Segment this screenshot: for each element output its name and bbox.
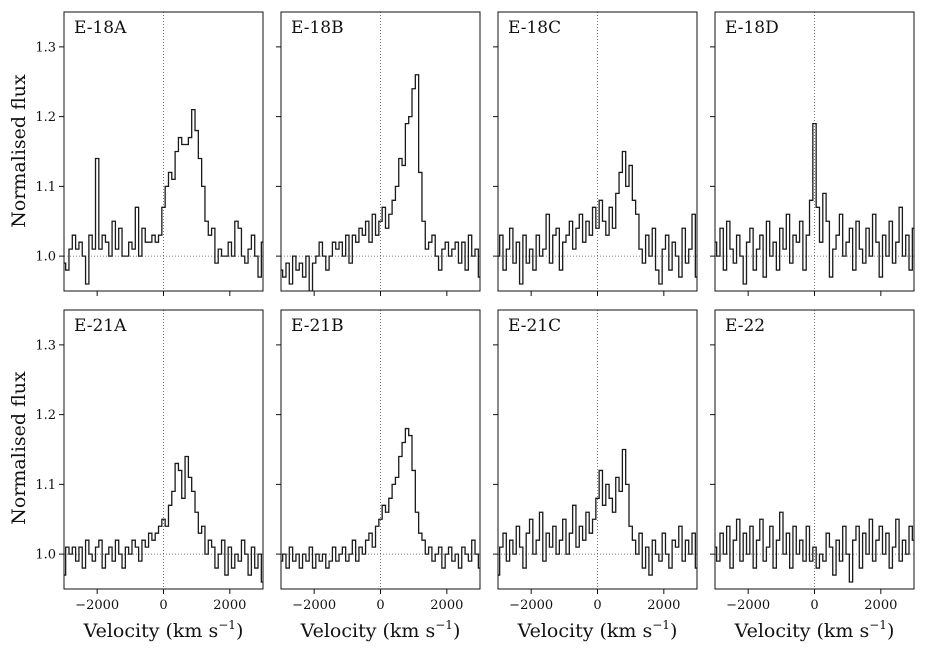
spectrum-line [715, 122, 914, 285]
x-tick-label: 0 [810, 598, 818, 613]
x-tick-label: −2000 [75, 598, 119, 613]
panel-e-21b: −2000 0 2000 E-21B Velocity (km s−1) [276, 309, 481, 642]
panel-label: E-22 [725, 316, 765, 336]
x-tick-label: 0 [376, 598, 384, 613]
x-tick-label: −2000 [509, 598, 553, 613]
spectrum-line [498, 448, 697, 576]
panel-e-18d: E-18D [710, 11, 915, 296]
panel-label: E-18A [74, 18, 127, 38]
y-tick-label: 1.1 [35, 180, 56, 195]
x-tick-label: 2000 [864, 598, 897, 613]
panels-group: 1.0 1.1 1.2 1.3 E-18A E-18B E-18C E-18D −2000 0 20… [35, 11, 915, 642]
x-tick-label: −2000 [292, 598, 336, 613]
panel-e-18c: E-18C [493, 11, 698, 296]
panel-label: E-21C [508, 316, 561, 336]
x-tick-label: 2000 [647, 598, 680, 613]
x-tick-label: 2000 [213, 598, 246, 613]
y-tick-label: 1.2 [35, 408, 56, 423]
panel-label: E-21B [291, 316, 344, 336]
panel-e-21c: −2000 0 2000 E-21C Velocity (km s−1) [493, 309, 698, 642]
spectrum-line [64, 109, 263, 285]
y-tick-label: 1.3 [35, 40, 56, 55]
x-axis-title: Velocity (km s−1) [83, 618, 244, 642]
x-tick-label: 0 [593, 598, 601, 613]
y-tick-label: 1.0 [35, 548, 56, 563]
y-axis-title-top: Normalised flux [8, 74, 30, 228]
panel-e-22: −2000 0 2000 E-22 Velocity (km s−1) [710, 309, 915, 642]
y-tick-label: 1.1 [35, 478, 56, 493]
y-tick-label: 1.3 [35, 338, 56, 353]
spectrum-line [281, 427, 480, 569]
panel-label: E-18C [508, 18, 561, 38]
panel-e-21a: −2000 0 2000 1.0 1.1 1.2 1.3 E-21A Velocity (km … [35, 309, 264, 642]
spectrum-line [281, 74, 480, 291]
panel-label: E-18B [291, 18, 344, 38]
x-axis-title: Velocity (km s−1) [300, 618, 461, 642]
x-tick-label: 2000 [430, 598, 463, 613]
x-axis-title: Velocity (km s−1) [734, 618, 895, 642]
panel-label: E-18D [725, 18, 779, 38]
panel-e-18a: 1.0 1.1 1.2 1.3 E-18A [35, 11, 264, 296]
spectrum-line [715, 511, 914, 583]
spectrum-line [64, 455, 263, 583]
x-tick-label: 0 [159, 598, 167, 613]
y-axis-title-bottom: Normalised flux [8, 371, 30, 525]
x-axis-title: Velocity (km s−1) [517, 618, 678, 642]
panel-e-18b: E-18B [276, 11, 481, 296]
panel-label: E-21A [74, 316, 127, 336]
x-tick-label: −2000 [726, 598, 770, 613]
y-tick-label: 1.2 [35, 110, 56, 125]
y-tick-label: 1.0 [35, 250, 56, 265]
spectrum-line [498, 150, 697, 285]
